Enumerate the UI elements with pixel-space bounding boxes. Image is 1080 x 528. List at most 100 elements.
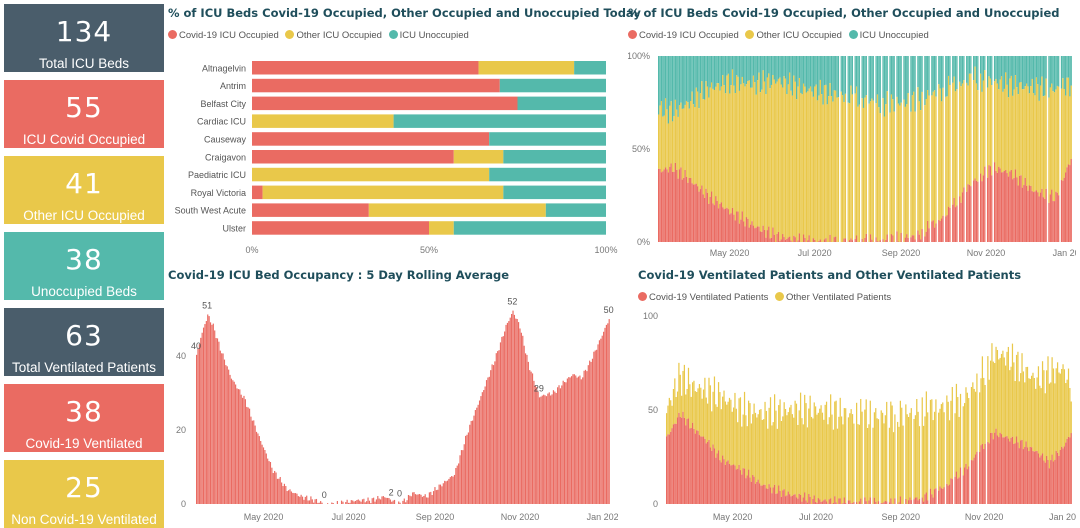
column-other bbox=[868, 424, 870, 501]
bar-segment bbox=[252, 61, 479, 75]
column-covid bbox=[1036, 451, 1038, 504]
bar bbox=[492, 365, 495, 504]
column-unoccupied bbox=[683, 56, 685, 109]
column-covid bbox=[754, 483, 757, 504]
column-other bbox=[737, 422, 739, 469]
column-covid bbox=[765, 488, 768, 504]
column-covid bbox=[1021, 439, 1023, 504]
bar bbox=[276, 478, 279, 504]
column-covid bbox=[1042, 197, 1044, 242]
column-covid bbox=[778, 485, 780, 504]
column-other bbox=[719, 392, 721, 461]
column-covid bbox=[1020, 440, 1022, 504]
column-covid bbox=[954, 207, 957, 242]
column-unoccupied bbox=[975, 56, 978, 84]
column-covid bbox=[973, 457, 975, 504]
column-covid bbox=[966, 191, 968, 242]
bar bbox=[557, 387, 559, 504]
bar bbox=[253, 420, 255, 504]
column-covid bbox=[1029, 446, 1031, 504]
column-covid bbox=[763, 484, 765, 504]
column-unoccupied bbox=[734, 56, 736, 94]
y-tick-label: 100 bbox=[643, 311, 658, 321]
bar bbox=[208, 316, 210, 504]
legend-swatch bbox=[388, 30, 398, 39]
bar bbox=[502, 336, 504, 504]
column-other bbox=[1041, 76, 1043, 189]
column-other bbox=[768, 73, 770, 227]
column-covid bbox=[685, 176, 688, 242]
column-unoccupied bbox=[692, 56, 695, 105]
column-covid bbox=[1009, 441, 1011, 504]
column-unoccupied bbox=[1060, 56, 1063, 89]
column-other bbox=[735, 408, 737, 470]
bar bbox=[377, 496, 379, 504]
bar bbox=[465, 435, 467, 504]
column-covid bbox=[843, 497, 845, 504]
column-covid bbox=[864, 237, 866, 242]
column-other bbox=[1041, 361, 1044, 454]
column-covid bbox=[690, 427, 692, 504]
column-other bbox=[1060, 88, 1063, 181]
legend-swatch bbox=[745, 30, 755, 39]
column-unoccupied bbox=[794, 56, 796, 82]
column-covid bbox=[922, 501, 925, 504]
column-covid bbox=[1070, 158, 1072, 242]
kpi-label: Other ICU Occupied bbox=[23, 208, 145, 223]
legend-label: Other ICU Occupied bbox=[756, 30, 842, 41]
column-other bbox=[970, 386, 973, 461]
bar bbox=[363, 498, 365, 504]
bar bbox=[466, 434, 468, 504]
bar bbox=[271, 467, 273, 504]
column-other bbox=[789, 407, 791, 495]
bar bbox=[477, 404, 479, 504]
column-covid bbox=[835, 236, 837, 242]
column-other bbox=[722, 396, 724, 456]
column-covid bbox=[964, 467, 966, 504]
column-covid bbox=[929, 488, 932, 504]
column-other bbox=[871, 98, 873, 240]
column-covid bbox=[697, 430, 699, 504]
chart-icu-history: 0%50%100%May 2020 Jul 2020 Sep 2020 Nov 202… bbox=[628, 51, 1076, 258]
bar bbox=[530, 371, 532, 504]
column-covid bbox=[954, 476, 956, 504]
column-other bbox=[1035, 388, 1037, 452]
column-covid bbox=[1052, 201, 1054, 242]
column-covid bbox=[769, 487, 772, 504]
bar bbox=[544, 395, 546, 504]
column-covid bbox=[839, 498, 841, 504]
column-other bbox=[913, 418, 915, 500]
bar-segment bbox=[503, 150, 606, 164]
bar bbox=[589, 360, 591, 504]
column-covid bbox=[1051, 189, 1053, 242]
column-unoccupied bbox=[1051, 56, 1053, 84]
column-covid bbox=[666, 169, 668, 242]
column-other bbox=[808, 88, 810, 236]
column-other bbox=[782, 87, 784, 235]
column-unoccupied bbox=[678, 56, 681, 106]
column-other bbox=[959, 81, 961, 197]
bar bbox=[460, 450, 463, 504]
column-covid bbox=[925, 231, 927, 242]
column-other bbox=[794, 81, 796, 238]
column-other bbox=[705, 397, 707, 444]
column-other bbox=[728, 397, 731, 465]
column-other bbox=[713, 376, 716, 449]
column-other bbox=[981, 91, 983, 182]
bar-segment bbox=[368, 203, 546, 217]
column-unoccupied bbox=[876, 56, 879, 95]
column-other bbox=[1069, 387, 1071, 438]
column-other bbox=[959, 393, 962, 468]
column-covid bbox=[681, 417, 683, 504]
column-covid bbox=[920, 239, 922, 242]
bar bbox=[368, 500, 371, 504]
column-other bbox=[1024, 86, 1026, 178]
bar bbox=[533, 380, 535, 504]
bar bbox=[519, 328, 521, 504]
column-other bbox=[724, 401, 727, 465]
bar bbox=[459, 455, 461, 504]
column-unoccupied bbox=[1069, 56, 1071, 97]
bar bbox=[582, 377, 584, 504]
category-label: Cardiac ICU bbox=[197, 117, 246, 127]
